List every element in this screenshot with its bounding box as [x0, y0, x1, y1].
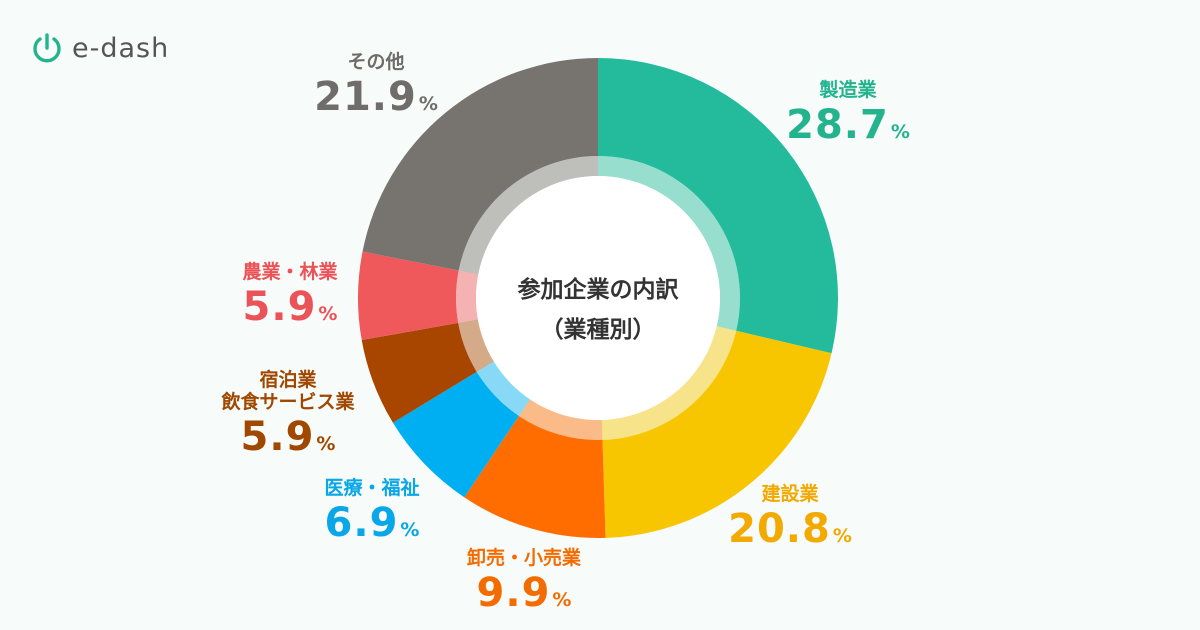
slice-value-unit: % — [318, 302, 338, 325]
brand-name: e-dash — [72, 32, 170, 64]
slice-category: 宿泊業 飲食サービス業 — [221, 369, 355, 413]
slice-category: 建設業 — [761, 483, 819, 505]
slice-value-number: 21.9 — [314, 73, 417, 120]
slice-value-unit: % — [890, 120, 910, 143]
slice-category: 製造業 — [819, 79, 877, 101]
slice-label-7: その他 21.9% — [266, 51, 486, 120]
slice-6 — [358, 251, 459, 341]
slice-value-unit: % — [400, 518, 420, 541]
slice-inner-ring-7 — [458, 156, 598, 275]
slice-value: 20.8% — [680, 506, 900, 552]
slice-4 — [392, 371, 519, 498]
slice-category: 卸売・小売業 — [466, 547, 581, 569]
slice-inner-ring-5 — [458, 319, 494, 372]
slice-category: 農業・林業 — [242, 261, 338, 283]
chart-subtitle: （業種別） — [540, 317, 656, 343]
slice-5 — [361, 322, 477, 423]
slice-1 — [598, 58, 839, 354]
slice-category: 医療・福祉 — [324, 477, 420, 499]
slice-value-unit: % — [418, 92, 438, 115]
slice-value-number: 6.9 — [324, 499, 399, 546]
slice-label-6: 農業・林業 5.9% — [180, 261, 400, 330]
slice-inner-ring-1 — [598, 156, 740, 331]
slice-value-number: 5.9 — [240, 413, 315, 460]
slice-2 — [602, 330, 832, 538]
slice-label-4: 医療・福祉 6.9% — [262, 477, 482, 546]
slice-label-1: 製造業 28.7% — [738, 79, 958, 148]
slice-value-number: 28.7 — [786, 101, 889, 148]
chart-center-title: 参加企業の内訳 （業種別） — [498, 270, 698, 350]
slice-value-number: 5.9 — [242, 283, 317, 330]
slice-category: その他 — [347, 51, 405, 73]
slice-value: 9.9% — [414, 570, 634, 616]
slice-value: 28.7% — [738, 102, 958, 148]
power-icon — [33, 33, 61, 63]
slice-value: 5.9% — [178, 414, 398, 460]
slice-value-number: 20.8 — [728, 505, 831, 552]
slice-inner-ring-2 — [601, 326, 737, 440]
slice-value: 6.9% — [262, 500, 482, 546]
slice-inner-ring-3 — [518, 399, 603, 440]
chart-title: 参加企業の内訳 — [517, 277, 679, 303]
slice-inner-ring-4 — [476, 361, 531, 416]
donut-hole — [476, 176, 720, 420]
slice-7 — [362, 58, 598, 271]
slice-value: 21.9% — [266, 74, 486, 120]
slice-3 — [464, 415, 606, 539]
slice-label-3: 卸売・小売業 9.9% — [414, 547, 634, 616]
slice-value: 5.9% — [180, 284, 400, 330]
slice-value-unit: % — [552, 588, 572, 611]
slice-label-2: 建設業 20.8% — [680, 483, 900, 552]
slice-value-number: 9.9 — [476, 569, 551, 616]
slice-value-unit: % — [316, 432, 336, 455]
slice-label-5: 宿泊業 飲食サービス業 5.9% — [178, 369, 398, 460]
slice-inner-ring-6 — [455, 270, 479, 323]
slice-value-unit: % — [832, 524, 852, 547]
brand-logo: e-dash — [30, 30, 169, 66]
